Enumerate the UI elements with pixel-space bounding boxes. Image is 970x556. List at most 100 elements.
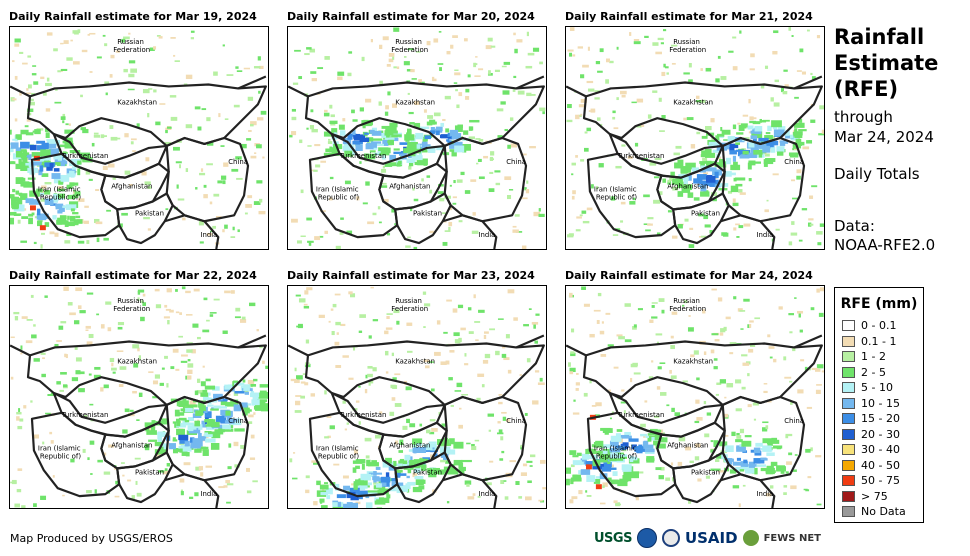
rain-cell bbox=[52, 139, 61, 146]
rain-speckle bbox=[289, 458, 293, 463]
rain-speckle bbox=[323, 112, 330, 117]
rain-speckle bbox=[334, 293, 341, 296]
rain-speckle bbox=[224, 290, 231, 294]
rain-speckle bbox=[10, 336, 15, 339]
rain-cell bbox=[796, 143, 803, 146]
rain-speckle bbox=[17, 468, 23, 471]
rain-speckle bbox=[220, 145, 225, 147]
rain-speckle bbox=[233, 391, 239, 396]
rain-cell bbox=[643, 444, 654, 449]
rain-cell bbox=[629, 455, 634, 463]
rain-speckle bbox=[457, 304, 464, 309]
rain-speckle bbox=[241, 316, 246, 320]
rain-speckle bbox=[311, 78, 318, 82]
rain-speckle bbox=[727, 190, 733, 194]
rain-speckle bbox=[704, 224, 711, 228]
rain-cell bbox=[748, 461, 755, 468]
rain-speckle bbox=[450, 44, 454, 49]
rain-cell bbox=[429, 130, 435, 135]
rain-speckle bbox=[329, 146, 332, 150]
rain-speckle bbox=[42, 91, 47, 96]
rain-speckle bbox=[507, 289, 515, 294]
rain-speckle bbox=[225, 479, 230, 484]
rain-cell bbox=[740, 154, 745, 158]
rain-speckle bbox=[60, 116, 66, 120]
rain-speckle bbox=[80, 371, 85, 375]
rain-cell bbox=[655, 443, 666, 449]
rain-cell bbox=[180, 444, 192, 452]
rain-cell bbox=[700, 185, 707, 192]
rain-speckle bbox=[332, 303, 337, 308]
rain-speckle bbox=[413, 246, 418, 249]
rain-cell bbox=[657, 429, 661, 432]
rain-speckle bbox=[159, 382, 164, 386]
rain-cell bbox=[423, 444, 433, 451]
rain-speckle bbox=[247, 379, 255, 385]
rain-speckle bbox=[579, 214, 583, 217]
rain-cell bbox=[144, 422, 154, 427]
rain-cell bbox=[161, 418, 169, 425]
rain-speckle bbox=[589, 379, 592, 384]
country-label: Iran (Islamic bbox=[594, 186, 637, 194]
rain-speckle bbox=[538, 499, 543, 502]
country-label: Republic of) bbox=[596, 193, 637, 201]
rain-speckle bbox=[318, 314, 325, 319]
rain-cell bbox=[453, 441, 464, 449]
rain-speckle bbox=[739, 310, 746, 312]
rain-cell bbox=[730, 185, 739, 193]
rain-cell bbox=[409, 148, 413, 155]
rain-speckle bbox=[489, 460, 494, 463]
rain-cell bbox=[350, 149, 356, 155]
rain-speckle bbox=[45, 412, 51, 415]
rain-cell bbox=[181, 449, 188, 456]
rainfall-map: Russian Federation Kazakhstan Turkmenistan I… bbox=[9, 26, 269, 250]
rain-speckle bbox=[62, 494, 65, 497]
rain-speckle bbox=[535, 313, 540, 316]
country-border bbox=[586, 411, 677, 498]
rain-cell bbox=[696, 174, 707, 180]
rain-cell bbox=[339, 130, 346, 136]
rain-speckle bbox=[474, 321, 481, 323]
rain-cell bbox=[204, 411, 212, 419]
rain-speckle bbox=[649, 319, 654, 323]
rain-speckle bbox=[177, 198, 185, 201]
rain-speckle bbox=[105, 92, 108, 96]
rain-cell bbox=[200, 381, 206, 387]
rain-cell bbox=[230, 399, 237, 404]
rain-speckle bbox=[446, 501, 450, 504]
rain-speckle bbox=[153, 89, 157, 93]
country-label: China bbox=[228, 417, 248, 425]
rain-speckle bbox=[725, 316, 731, 320]
rain-cell bbox=[364, 153, 369, 160]
rain-speckle bbox=[732, 36, 737, 39]
rain-speckle bbox=[66, 232, 72, 237]
rain-speckle bbox=[335, 364, 342, 368]
rain-cell bbox=[436, 147, 443, 151]
rain-speckle bbox=[494, 69, 500, 72]
rain-cell bbox=[384, 137, 395, 140]
rain-speckle bbox=[810, 447, 813, 452]
rain-speckle bbox=[571, 195, 575, 200]
rain-speckle bbox=[594, 90, 600, 93]
rain-speckle bbox=[346, 422, 350, 425]
rain-speckle bbox=[599, 330, 605, 335]
legend-swatch bbox=[842, 506, 855, 518]
rain-speckle bbox=[130, 68, 138, 73]
rain-speckle bbox=[448, 377, 453, 381]
rain-speckle bbox=[25, 340, 33, 344]
rain-speckle bbox=[14, 43, 20, 47]
rain-speckle bbox=[102, 165, 108, 171]
rain-speckle bbox=[648, 376, 654, 380]
rain-speckle bbox=[703, 400, 707, 405]
rain-speckle bbox=[500, 480, 505, 485]
rain-cell bbox=[45, 132, 50, 138]
rain-speckle bbox=[364, 388, 368, 394]
rain-speckle bbox=[620, 220, 624, 223]
rain-speckle bbox=[162, 470, 169, 475]
rain-speckle bbox=[485, 45, 492, 50]
rain-cell bbox=[416, 144, 421, 149]
rain-cell bbox=[46, 143, 57, 149]
rain-speckle bbox=[524, 412, 528, 416]
rain-speckle bbox=[468, 331, 474, 334]
rain-speckle bbox=[673, 152, 680, 156]
